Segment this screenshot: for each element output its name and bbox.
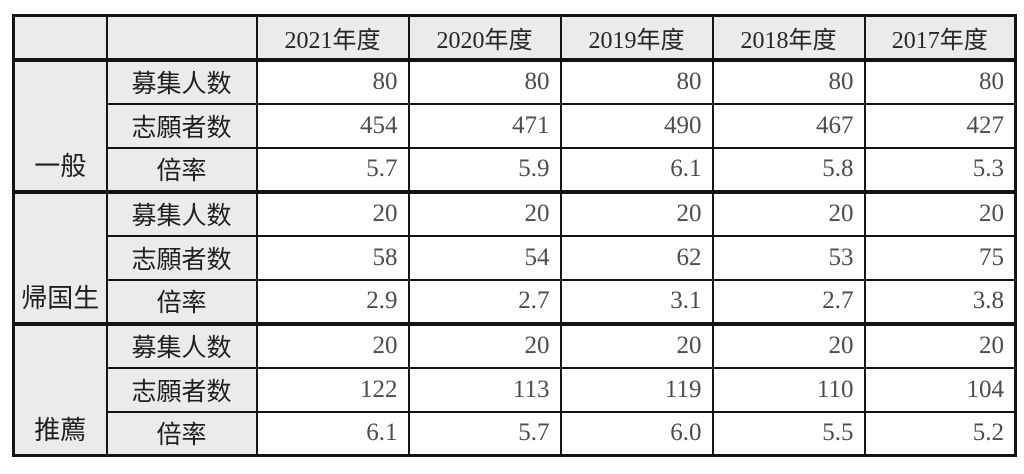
value-cell: 3.1 bbox=[559, 278, 714, 325]
value-cell: 5.5 bbox=[711, 410, 866, 457]
value-cell: 6.1 bbox=[255, 410, 410, 457]
value-cell: 20 bbox=[711, 189, 866, 237]
value-cell: 80 bbox=[559, 57, 714, 105]
row-label-recruit: 募集人数 bbox=[105, 189, 258, 237]
value-cell: 6.1 bbox=[559, 146, 714, 193]
value-cell: 20 bbox=[407, 321, 562, 369]
value-cell: 2.7 bbox=[407, 278, 562, 325]
value-cell: 20 bbox=[407, 189, 562, 237]
value-cell: 5.7 bbox=[255, 146, 410, 193]
table-row: 倍率 6.1 5.7 6.0 5.5 5.2 bbox=[14, 410, 1017, 457]
row-label-applicants: 志願者数 bbox=[105, 102, 258, 149]
value-cell: 62 bbox=[559, 234, 714, 281]
value-cell: 20 bbox=[863, 321, 1017, 369]
value-cell: 20 bbox=[559, 321, 714, 369]
value-cell: 6.0 bbox=[559, 410, 714, 457]
value-cell: 5.9 bbox=[407, 146, 562, 193]
value-cell: 119 bbox=[559, 366, 714, 413]
value-cell: 20 bbox=[559, 189, 714, 237]
table-row: 倍率 2.9 2.7 3.1 2.7 3.8 bbox=[14, 278, 1017, 325]
value-cell: 122 bbox=[255, 366, 410, 413]
value-cell: 104 bbox=[863, 366, 1017, 413]
column-header-year-2019: 2019年度 bbox=[559, 14, 714, 61]
value-cell: 58 bbox=[255, 234, 410, 281]
table-row: 帰国生 募集人数 20 20 20 20 20 bbox=[12, 189, 1017, 325]
table-row: 志願者数 58 54 62 53 75 bbox=[14, 234, 1017, 281]
table-row: 志願者数 122 113 119 110 104 bbox=[14, 366, 1017, 413]
group-label-returnee: 帰国生 bbox=[12, 189, 108, 325]
value-cell: 80 bbox=[863, 57, 1017, 105]
value-cell: 54 bbox=[407, 234, 562, 281]
row-label-applicants: 志願者数 bbox=[105, 366, 258, 413]
value-cell: 80 bbox=[407, 57, 562, 105]
value-cell: 53 bbox=[711, 234, 866, 281]
corner-cell-metric bbox=[105, 14, 258, 61]
table-row: 一般 募集人数 80 80 80 80 80 bbox=[12, 57, 1017, 193]
value-cell: 427 bbox=[863, 102, 1017, 149]
column-header-year-2021: 2021年度 bbox=[255, 14, 410, 61]
value-cell: 113 bbox=[407, 366, 562, 413]
value-cell: 467 bbox=[711, 102, 866, 149]
value-cell: 490 bbox=[559, 102, 714, 149]
table-row: 倍率 5.7 5.9 6.1 5.8 5.3 bbox=[14, 146, 1017, 193]
column-header-year-2017: 2017年度 bbox=[863, 14, 1017, 61]
table-row: 志願者数 454 471 490 467 427 bbox=[14, 102, 1017, 149]
value-cell: 5.8 bbox=[711, 146, 866, 193]
group-label-general: 一般 bbox=[12, 57, 108, 193]
value-cell: 5.7 bbox=[407, 410, 562, 457]
value-cell: 75 bbox=[863, 234, 1017, 281]
value-cell: 20 bbox=[255, 321, 410, 369]
row-label-ratio: 倍率 bbox=[105, 146, 258, 193]
value-cell: 110 bbox=[711, 366, 866, 413]
row-label-recruit: 募集人数 bbox=[105, 57, 258, 105]
value-cell: 3.8 bbox=[863, 278, 1017, 325]
value-cell: 5.2 bbox=[863, 410, 1017, 457]
value-cell: 2.7 bbox=[711, 278, 866, 325]
value-cell: 2.9 bbox=[255, 278, 410, 325]
value-cell: 5.3 bbox=[863, 146, 1017, 193]
value-cell: 454 bbox=[255, 102, 410, 149]
table-row: 推薦 募集人数 20 20 20 20 20 bbox=[12, 321, 1017, 457]
admissions-stats-table: 2021年度 2020年度 2019年度 2018年度 2017年度 一般 募集… bbox=[12, 14, 1017, 457]
row-label-ratio: 倍率 bbox=[105, 410, 258, 457]
value-cell: 80 bbox=[255, 57, 410, 105]
row-label-ratio: 倍率 bbox=[105, 278, 258, 325]
group-label-recommendation: 推薦 bbox=[12, 321, 108, 457]
row-label-recruit: 募集人数 bbox=[105, 321, 258, 369]
column-header-year-2020: 2020年度 bbox=[407, 14, 562, 61]
value-cell: 20 bbox=[255, 189, 410, 237]
value-cell: 471 bbox=[407, 102, 562, 149]
value-cell: 20 bbox=[711, 321, 866, 369]
header-row: 2021年度 2020年度 2019年度 2018年度 2017年度 bbox=[12, 14, 1017, 61]
row-label-applicants: 志願者数 bbox=[105, 234, 258, 281]
value-cell: 80 bbox=[711, 57, 866, 105]
value-cell: 20 bbox=[863, 189, 1017, 237]
corner-cell-group bbox=[12, 14, 108, 61]
column-header-year-2018: 2018年度 bbox=[711, 14, 866, 61]
